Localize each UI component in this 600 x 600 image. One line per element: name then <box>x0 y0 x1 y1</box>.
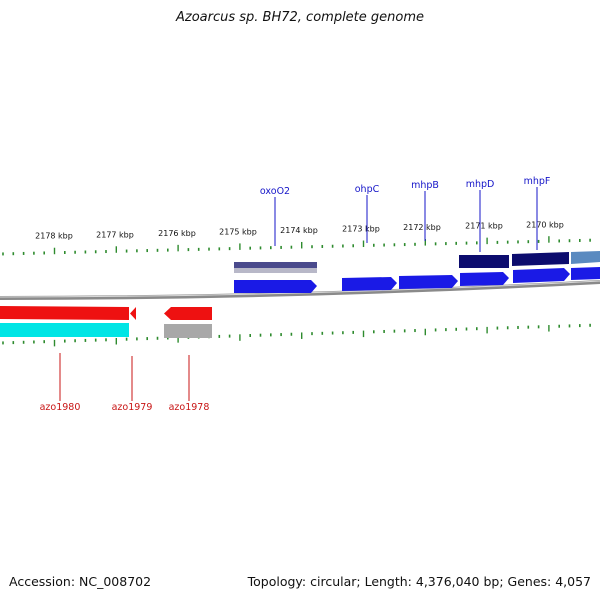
gene-label-ohpC[interactable]: ohpC <box>355 184 380 195</box>
genome-backbone <box>0 280 600 300</box>
gene-label-azo1978[interactable]: azo1978 <box>169 402 210 413</box>
azo1978-class-bar <box>164 324 212 338</box>
gene-arrow-azo1979[interactable] <box>130 307 136 320</box>
gene-arrow-mhpD[interactable] <box>460 272 509 286</box>
scale-label-2171-kbp: 2171 kbp <box>465 222 503 231</box>
scale-label-2175-kbp: 2175 kbp <box>219 227 257 236</box>
mhpD-class-bar <box>459 255 509 268</box>
accession-text: Accession: NC_008702 <box>9 574 152 589</box>
gene-arrow-azo1978[interactable] <box>164 307 212 320</box>
gene-label-azo1979[interactable]: azo1979 <box>112 402 153 413</box>
scale-label-2176-kbp: 2176 kbp <box>158 229 196 238</box>
scale-tick-labels: 2178 kbp 2177 kbp 2176 kbp 2175 kbp 2174 kbp… <box>35 220 564 240</box>
scale-label-2173-kbp: 2173 kbp <box>342 225 380 234</box>
map-title: Azoarcus sp. BH72, complete genome <box>175 10 425 25</box>
gene-arrow-mhpB[interactable] <box>399 275 458 289</box>
gene-label-azo1980[interactable]: azo1980 <box>40 402 81 413</box>
gene-labels: oxoO2 ohpC mhpB mhpD mhpF azo1980 azo1979 azo19… <box>40 176 551 413</box>
gene-arrow-next[interactable] <box>571 267 600 280</box>
scale-label-2174-kbp: 2174 kbp <box>280 226 318 235</box>
gene-arrow-ohpC[interactable] <box>342 277 397 291</box>
azo1980-class-bar <box>0 323 129 337</box>
gene-label-mhpD[interactable]: mhpD <box>466 179 495 190</box>
next-class-bar <box>571 251 600 264</box>
gene-label-mhpF[interactable]: mhpF <box>524 176 551 187</box>
oxoO2-class-bar <box>234 262 317 268</box>
gene-label-oxoO2[interactable]: oxoO2 <box>260 186 290 197</box>
mhpF-class-bar <box>512 252 569 266</box>
scale-label-2172-kbp: 2172 kbp <box>403 223 441 232</box>
gene-label-mhpB[interactable]: mhpB <box>411 180 439 191</box>
scale-label-2178-kbp: 2178 kbp <box>35 232 73 241</box>
oxoO2-class-bar-shade <box>234 268 317 273</box>
scale-label-2177-kbp: 2177 kbp <box>96 230 134 239</box>
topology-text: Topology: circular; Length: 4,376,040 bp… <box>247 574 591 589</box>
gene-label-leaders <box>59 187 538 401</box>
gene-arrow-oxoO2[interactable] <box>234 280 317 293</box>
gene-arrow-mhpF[interactable] <box>513 268 570 283</box>
scale-label-2170-kbp: 2170 kbp <box>526 220 564 229</box>
gene-arrow-azo1980[interactable] <box>0 306 129 320</box>
